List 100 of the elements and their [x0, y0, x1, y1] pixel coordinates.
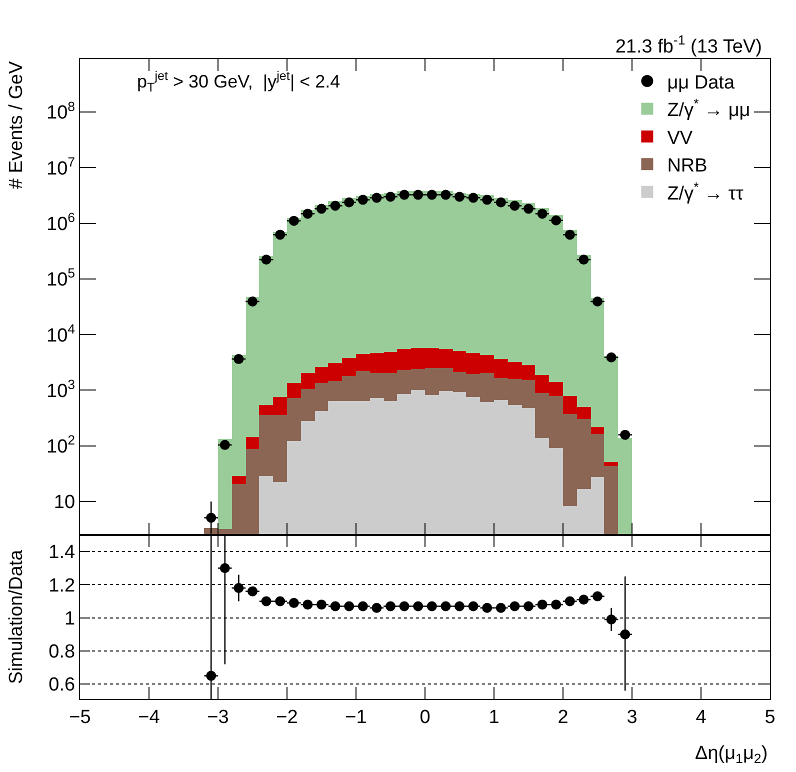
x-tick-label: 4	[696, 706, 707, 728]
point	[592, 296, 602, 306]
point	[234, 354, 244, 364]
y-tick-label: 10$^{2}$	[46, 432, 76, 458]
point	[372, 192, 382, 203]
point	[372, 602, 382, 613]
x-tick-label: 0	[420, 706, 430, 728]
point	[482, 194, 492, 205]
point	[386, 192, 396, 202]
point	[454, 192, 464, 202]
point	[510, 601, 520, 612]
point	[468, 192, 478, 203]
point	[358, 194, 368, 205]
point	[413, 190, 424, 200]
x-tick-label: −4	[138, 706, 160, 728]
legend-label: μμ Data	[667, 72, 735, 94]
point	[468, 601, 478, 612]
point	[288, 598, 299, 608]
y-tick-label: 10$^{3}$	[46, 376, 76, 402]
point	[330, 601, 340, 612]
legend-label: VV	[667, 128, 693, 149]
y-tick-label: 1.2	[48, 575, 76, 596]
bar	[246, 437, 259, 449]
y-tick-label: 10$^{8}$	[46, 98, 76, 124]
point	[496, 197, 506, 208]
point	[578, 254, 589, 265]
point	[234, 583, 244, 594]
point	[592, 591, 602, 602]
point	[426, 190, 437, 200]
point	[524, 204, 534, 214]
point	[620, 430, 630, 440]
y-tick-label: 1.4	[48, 542, 76, 564]
bar	[232, 476, 246, 484]
point	[220, 563, 230, 574]
point	[220, 440, 230, 450]
point	[606, 352, 616, 362]
x-tick-label: −1	[345, 706, 367, 728]
point	[440, 190, 451, 200]
y-tick-label: 10$^{5}$	[46, 266, 76, 291]
y-axis-title: # Events / GeV	[6, 60, 27, 189]
legend-label: Z/γ$^{*}$ → μμ	[667, 96, 750, 122]
point	[261, 254, 272, 265]
annotation: p$_{T}$$^{jet}$ > 30 GeV, |y$^{jet}$| < 2.4	[137, 69, 340, 94]
y-axis-title: Simulation/Data	[6, 549, 27, 684]
x-axis-title: Δη(μ$_{1}$μ$_{2}$)	[695, 743, 768, 766]
point	[316, 204, 326, 214]
legend-label: NRB	[667, 156, 708, 177]
y-tick-label: 10	[54, 492, 76, 514]
point	[620, 629, 630, 640]
point	[399, 190, 410, 200]
point	[302, 600, 313, 610]
point	[551, 600, 562, 610]
point	[564, 596, 575, 606]
point	[330, 200, 340, 211]
x-tick-label: −5	[69, 706, 91, 728]
point	[440, 601, 451, 612]
point	[206, 512, 216, 523]
point	[426, 601, 437, 612]
point	[206, 670, 216, 681]
x-tick-label: 5	[764, 706, 776, 728]
x-tick-label: 1	[488, 706, 500, 728]
point	[454, 601, 464, 612]
point	[248, 586, 258, 596]
chart-title: 21.3 fb$^{-1}$ (13 TeV)	[615, 32, 762, 58]
point	[288, 216, 299, 226]
point	[524, 601, 534, 612]
point	[606, 614, 616, 624]
point	[248, 296, 258, 306]
point	[344, 197, 354, 208]
point	[482, 602, 492, 613]
point	[399, 601, 410, 612]
point	[344, 601, 354, 612]
point	[537, 600, 548, 610]
y-tick-label: 1	[64, 608, 76, 630]
point	[261, 596, 272, 606]
legend-label: Z/γ$^{*}$ → ττ	[667, 179, 744, 204]
x-tick-label: −2	[276, 706, 298, 728]
y-tick-label: 0.6	[48, 674, 76, 696]
point	[496, 602, 506, 613]
point	[413, 601, 424, 612]
y-tick-label: 10$^{6}$	[46, 210, 76, 235]
point	[358, 601, 368, 612]
point	[275, 596, 286, 606]
point	[510, 200, 520, 211]
point	[564, 230, 575, 240]
x-tick-label: −3	[207, 706, 229, 728]
point	[316, 600, 326, 610]
point	[551, 215, 562, 226]
point	[537, 208, 548, 219]
bar	[591, 427, 604, 434]
bar	[604, 462, 618, 466]
point	[302, 208, 313, 219]
point	[578, 594, 589, 605]
x-tick-label: 2	[558, 706, 568, 728]
x-tick-label: 3	[626, 706, 638, 728]
y-tick-label: 10$^{7}$	[46, 154, 76, 180]
y-tick-label: 10$^{4}$	[46, 321, 76, 346]
y-tick-label: 0.8	[48, 642, 76, 663]
point	[275, 230, 286, 240]
point	[386, 601, 396, 612]
